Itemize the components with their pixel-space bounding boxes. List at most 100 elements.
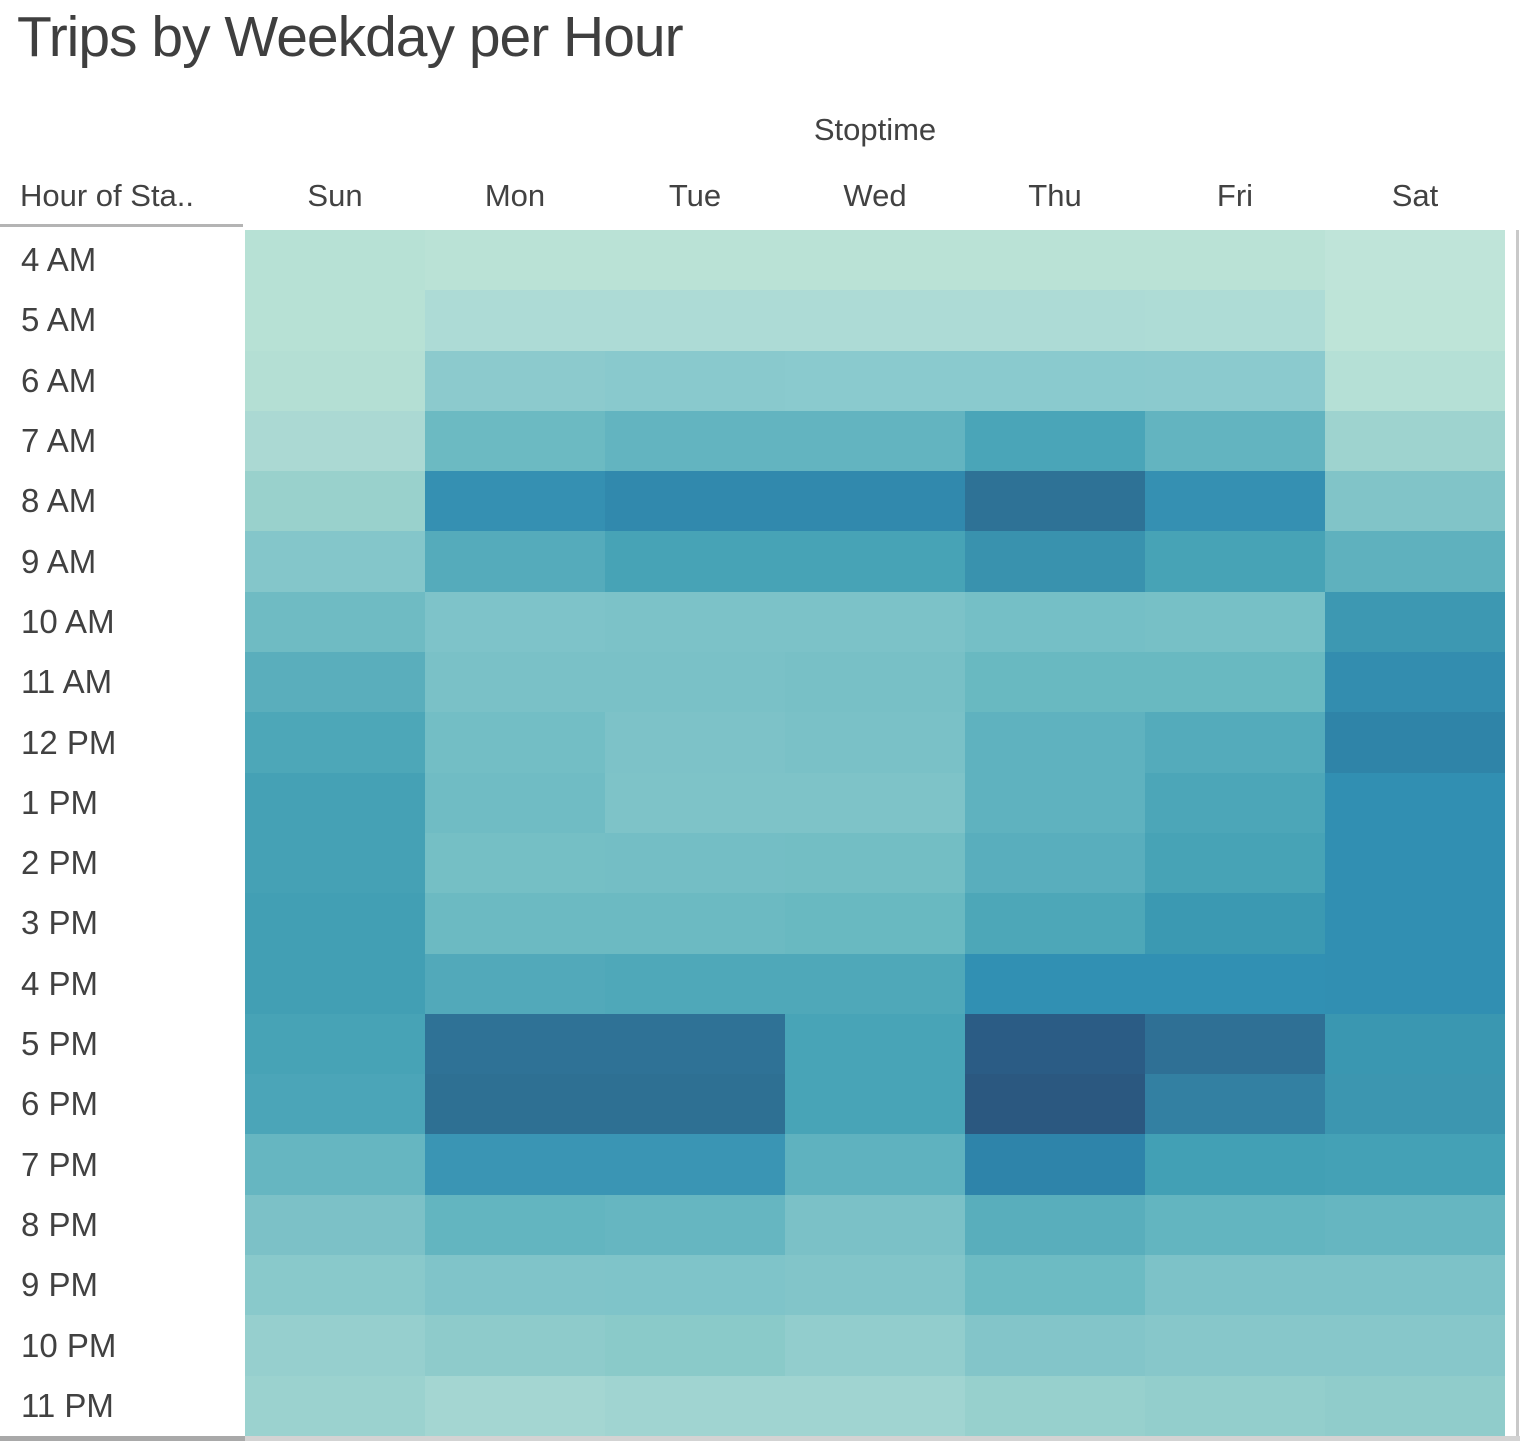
heatmap-cell[interactable] bbox=[965, 953, 1145, 1014]
heatmap-cell[interactable] bbox=[245, 953, 425, 1014]
heatmap-cell[interactable] bbox=[1325, 350, 1505, 411]
heatmap-cell[interactable] bbox=[965, 471, 1145, 532]
row-header-4-pm[interactable]: 4 PM bbox=[21, 964, 99, 1002]
row-header-11-am[interactable]: 11 AM bbox=[21, 663, 113, 701]
heatmap-cell[interactable] bbox=[785, 230, 965, 291]
heatmap-cell[interactable] bbox=[965, 290, 1145, 351]
heatmap-cell[interactable] bbox=[785, 410, 965, 472]
heatmap-cell[interactable] bbox=[425, 1074, 605, 1135]
heatmap-cell[interactable] bbox=[425, 893, 605, 954]
heatmap-cell[interactable] bbox=[785, 772, 965, 833]
heatmap-cell[interactable] bbox=[425, 531, 605, 592]
heatmap-cell[interactable] bbox=[1145, 471, 1325, 532]
heatmap-cell[interactable] bbox=[965, 712, 1145, 773]
heatmap-cell[interactable] bbox=[1325, 591, 1505, 653]
row-header-5-am[interactable]: 5 AM bbox=[21, 301, 97, 339]
row-header-4-am[interactable]: 4 AM bbox=[21, 241, 97, 279]
heatmap-cell[interactable] bbox=[245, 410, 425, 472]
heatmap-cell[interactable] bbox=[785, 531, 965, 592]
row-header-10-pm[interactable]: 10 PM bbox=[21, 1326, 117, 1364]
heatmap-cell[interactable] bbox=[605, 591, 785, 653]
heatmap-cell[interactable] bbox=[1325, 1074, 1505, 1135]
heatmap-cell[interactable] bbox=[965, 410, 1145, 472]
heatmap-cell[interactable] bbox=[1145, 832, 1325, 894]
heatmap-cell[interactable] bbox=[1325, 953, 1505, 1014]
row-header-8-pm[interactable]: 8 PM bbox=[21, 1205, 99, 1243]
heatmap-cell[interactable] bbox=[605, 953, 785, 1014]
heatmap-cell[interactable] bbox=[1145, 531, 1325, 592]
heatmap-cell[interactable] bbox=[1325, 230, 1505, 291]
column-header-sat[interactable]: Sat bbox=[1391, 178, 1439, 213]
heatmap-cell[interactable] bbox=[245, 471, 425, 532]
row-header-10-am[interactable]: 10 AM bbox=[21, 602, 115, 640]
heatmap-cell[interactable] bbox=[965, 652, 1145, 713]
heatmap-cell[interactable] bbox=[1145, 230, 1325, 291]
heatmap-cell[interactable] bbox=[1325, 471, 1505, 532]
heatmap-cell[interactable] bbox=[1325, 531, 1505, 592]
heatmap-cell[interactable] bbox=[425, 652, 605, 713]
heatmap-cell[interactable] bbox=[425, 1255, 605, 1316]
heatmap-cell[interactable] bbox=[425, 712, 605, 773]
heatmap-cell[interactable] bbox=[1325, 290, 1505, 351]
heatmap-cell[interactable] bbox=[425, 832, 605, 894]
heatmap-cell[interactable] bbox=[1145, 1134, 1325, 1195]
heatmap-cell[interactable] bbox=[605, 1013, 785, 1075]
heatmap-cell[interactable] bbox=[605, 1074, 785, 1135]
heatmap-cell[interactable] bbox=[1145, 1375, 1325, 1436]
heatmap-cell[interactable] bbox=[965, 832, 1145, 894]
heatmap-cell[interactable] bbox=[965, 350, 1145, 411]
column-header-tue[interactable]: Tue bbox=[668, 178, 722, 213]
heatmap-cell[interactable] bbox=[425, 772, 605, 833]
heatmap-cell[interactable] bbox=[965, 531, 1145, 592]
heatmap-cell[interactable] bbox=[785, 1315, 965, 1376]
heatmap-cell[interactable] bbox=[605, 1255, 785, 1316]
column-header-wed[interactable]: Wed bbox=[843, 178, 907, 213]
heatmap-cell[interactable] bbox=[1325, 652, 1505, 713]
heatmap-cell[interactable] bbox=[785, 591, 965, 653]
heatmap-cell[interactable] bbox=[1145, 1194, 1325, 1256]
heatmap-cell[interactable] bbox=[785, 1013, 965, 1075]
heatmap-cell[interactable] bbox=[245, 893, 425, 954]
heatmap-cell[interactable] bbox=[1145, 1074, 1325, 1135]
heatmap-cell[interactable] bbox=[245, 1194, 425, 1256]
heatmap-cell[interactable] bbox=[605, 290, 785, 351]
heatmap-cell[interactable] bbox=[605, 652, 785, 713]
heatmap-cell[interactable] bbox=[1325, 772, 1505, 833]
heatmap-cell[interactable] bbox=[425, 350, 605, 411]
heatmap-cell[interactable] bbox=[785, 712, 965, 773]
heatmap-cell[interactable] bbox=[245, 230, 425, 291]
row-header-6-am[interactable]: 6 AM bbox=[21, 361, 97, 399]
heatmap-cell[interactable] bbox=[1145, 652, 1325, 713]
row-header-1-pm[interactable]: 1 PM bbox=[21, 783, 99, 821]
heatmap-cell[interactable] bbox=[965, 230, 1145, 291]
heatmap-cell[interactable] bbox=[965, 1013, 1145, 1075]
column-header-sun[interactable]: Sun bbox=[307, 178, 363, 213]
heatmap-cell[interactable] bbox=[965, 1074, 1145, 1135]
heatmap-cell[interactable] bbox=[425, 1194, 605, 1256]
row-header-12-pm[interactable]: 12 PM bbox=[21, 723, 117, 761]
heatmap-cell[interactable] bbox=[785, 350, 965, 411]
heatmap-cell[interactable] bbox=[965, 1315, 1145, 1376]
heatmap-cell[interactable] bbox=[965, 1255, 1145, 1316]
row-header-8-am[interactable]: 8 AM bbox=[21, 482, 97, 520]
heatmap-cell[interactable] bbox=[965, 772, 1145, 833]
heatmap-cell[interactable] bbox=[785, 893, 965, 954]
heatmap-cell[interactable] bbox=[245, 772, 425, 833]
heatmap-cell[interactable] bbox=[245, 1255, 425, 1316]
heatmap-cell[interactable] bbox=[1325, 1255, 1505, 1316]
heatmap-cell[interactable] bbox=[965, 893, 1145, 954]
heatmap-cell[interactable] bbox=[1325, 1375, 1505, 1436]
heatmap-cell[interactable] bbox=[1145, 410, 1325, 472]
heatmap-cell[interactable] bbox=[785, 1134, 965, 1195]
heatmap-cell[interactable] bbox=[605, 531, 785, 592]
heatmap-cell[interactable] bbox=[425, 410, 605, 472]
heatmap-cell[interactable] bbox=[785, 652, 965, 713]
heatmap-cell[interactable] bbox=[425, 230, 605, 291]
heatmap-cell[interactable] bbox=[1325, 410, 1505, 472]
heatmap-cell[interactable] bbox=[1325, 893, 1505, 954]
heatmap-cell[interactable] bbox=[425, 1375, 605, 1436]
heatmap-cell[interactable] bbox=[245, 1375, 425, 1436]
heatmap-cell[interactable] bbox=[245, 1013, 425, 1075]
heatmap-cell[interactable] bbox=[605, 471, 785, 532]
heatmap-cell[interactable] bbox=[245, 832, 425, 894]
